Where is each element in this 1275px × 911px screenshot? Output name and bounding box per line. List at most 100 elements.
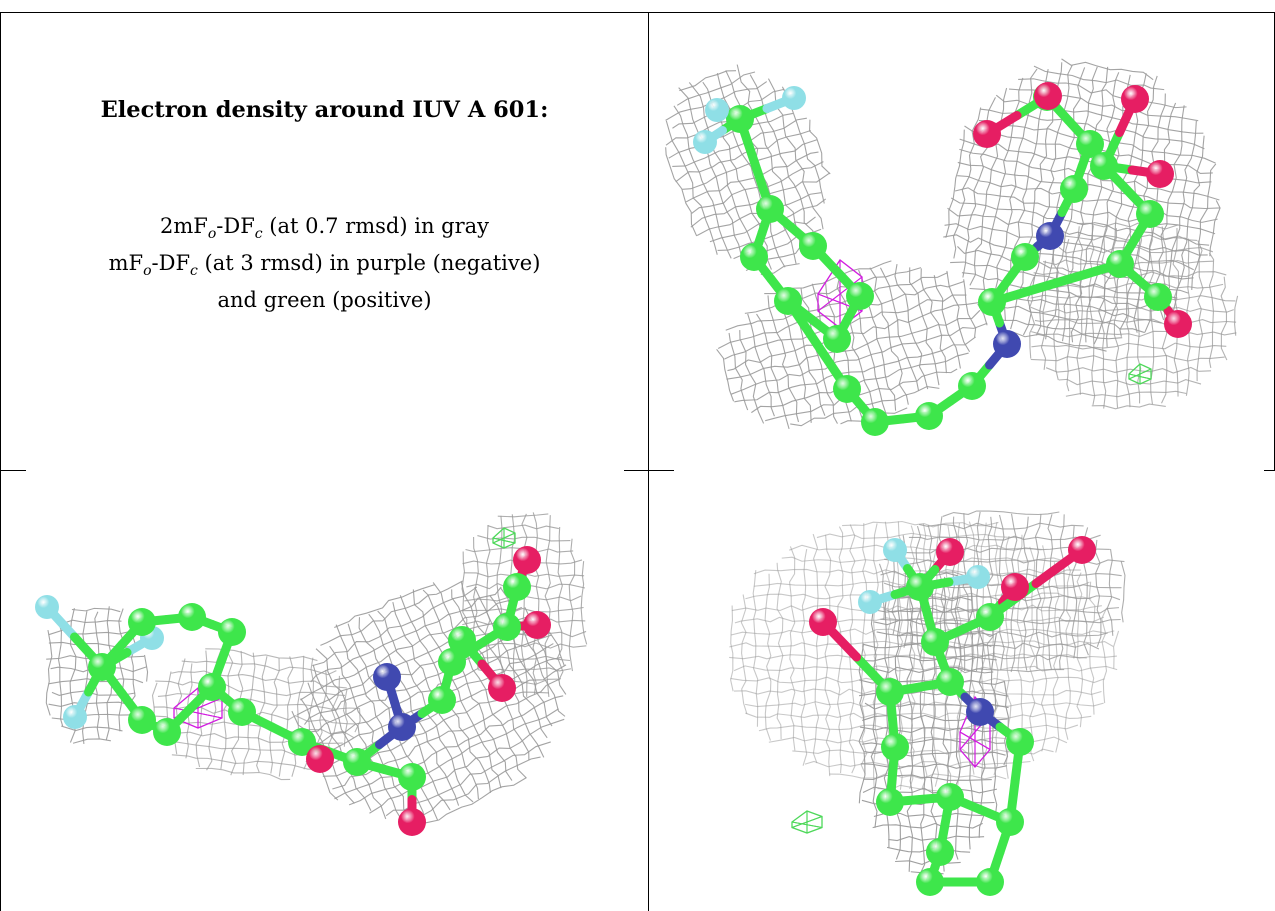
caption-line-positive: and green (positive) — [217, 288, 432, 313]
atom-sphere — [35, 595, 59, 619]
atom-sphere — [976, 868, 1004, 896]
atom-sphere — [978, 288, 1006, 316]
border-top — [0, 12, 1275, 13]
atom-sphere — [809, 608, 837, 636]
atom-sphere — [153, 718, 181, 746]
density-mesh — [461, 512, 588, 697]
atom-sphere — [958, 372, 986, 400]
atom-sphere — [1106, 250, 1134, 278]
atom-sphere — [833, 375, 861, 403]
caption-line1-mid: -DF — [216, 214, 255, 238]
atom-sphere — [343, 748, 371, 776]
view-bottom-right — [650, 472, 1275, 911]
atom-sphere — [448, 626, 476, 654]
atom-sphere — [488, 674, 516, 702]
atom-sphere — [1036, 222, 1064, 250]
density-mesh — [291, 580, 567, 825]
atom-sphere — [1034, 82, 1062, 110]
atom-sphere — [503, 573, 531, 601]
view-bottom-left — [2, 472, 647, 911]
caption-line1-suffix: (at 0.7 rmsd) in gray — [262, 214, 490, 238]
atom-sphere — [976, 603, 1004, 631]
atom-sphere — [1164, 310, 1192, 338]
atom-sphere — [846, 282, 874, 310]
atom-sphere — [915, 402, 943, 430]
molecule-render-top-right — [665, 58, 1239, 436]
border-row-divider-right — [1264, 470, 1275, 471]
caption-line1-sub2: c — [254, 226, 263, 243]
caption-line2-sub2: c — [190, 263, 198, 280]
atom-sphere — [373, 663, 401, 691]
atom-sphere — [823, 325, 851, 353]
atom-sphere — [858, 590, 882, 614]
atom-sphere — [740, 243, 768, 271]
atom-sphere — [228, 698, 256, 726]
atom-sphere — [861, 408, 889, 436]
atom-sphere — [128, 608, 156, 636]
atom-sphere — [428, 686, 456, 714]
atom-sphere — [1001, 573, 1029, 601]
density-mesh — [665, 64, 831, 275]
positive-difference-mesh — [791, 810, 823, 834]
border-left — [0, 12, 1, 911]
atom-sphere — [936, 668, 964, 696]
caption-title: Electron density around IUV A 601: — [100, 97, 549, 123]
caption-body: 2mFo-DFc (at 0.7 rmsd) in gray mFo-DFc (… — [2, 212, 647, 315]
atom-sphere — [1068, 536, 1096, 564]
density-mesh — [1028, 222, 1239, 410]
atom-sphere — [693, 130, 717, 154]
view-top-right — [650, 14, 1274, 469]
caption-line2-sub1: o — [143, 263, 152, 280]
atom-sphere — [799, 232, 827, 260]
positive-difference-mesh — [1128, 363, 1152, 385]
ligand-model — [809, 536, 1096, 896]
atom-sphere — [881, 733, 909, 761]
atom-sphere — [1090, 152, 1118, 180]
atom-sphere — [438, 648, 466, 676]
atom-sphere — [178, 603, 206, 631]
atom-sphere — [523, 611, 551, 639]
atom-sphere — [921, 628, 949, 656]
atom-sphere — [1144, 283, 1172, 311]
atom-sphere — [883, 538, 907, 562]
atom-sphere — [1076, 130, 1104, 158]
border-row-divider-left — [0, 470, 26, 471]
caption-line1-sub1: o — [207, 226, 217, 243]
ligand-model — [693, 82, 1192, 436]
atom-sphere — [388, 713, 416, 741]
atom-sphere — [966, 698, 994, 726]
atom-sphere — [128, 706, 156, 734]
atom-sphere — [198, 673, 226, 701]
density-mesh — [943, 58, 1221, 352]
atom-sphere — [993, 330, 1021, 358]
atom-sphere — [1006, 728, 1034, 756]
atom-sphere — [306, 745, 334, 773]
atom-sphere — [1121, 85, 1149, 113]
atom-sphere — [288, 728, 316, 756]
atom-sphere — [973, 120, 1001, 148]
atom-sphere — [63, 705, 87, 729]
atom-sphere — [756, 195, 784, 223]
caption-line2-prefix: mF — [108, 251, 144, 276]
atom-sphere — [218, 618, 246, 646]
atom-sphere — [88, 653, 116, 681]
atom-sphere — [926, 838, 954, 866]
atom-sphere — [876, 788, 904, 816]
atom-sphere — [782, 86, 806, 110]
negative-difference-mesh — [817, 259, 863, 329]
positive-difference-mesh — [492, 527, 516, 549]
atom-sphere — [916, 868, 944, 896]
molecule-render-bottom-left — [35, 512, 588, 836]
atom-sphere — [906, 573, 934, 601]
caption-cell: Electron density around IUV A 601: 2mFo-… — [2, 13, 647, 470]
atom-sphere — [1146, 160, 1174, 188]
border-row-divider-mid — [624, 470, 674, 471]
atom-sphere — [774, 287, 802, 315]
atom-sphere — [726, 105, 754, 133]
ligand-model — [35, 546, 551, 836]
atom-sphere — [1060, 175, 1088, 203]
atom-sphere — [876, 678, 904, 706]
atom-sphere — [705, 98, 729, 122]
atom-sphere — [513, 546, 541, 574]
